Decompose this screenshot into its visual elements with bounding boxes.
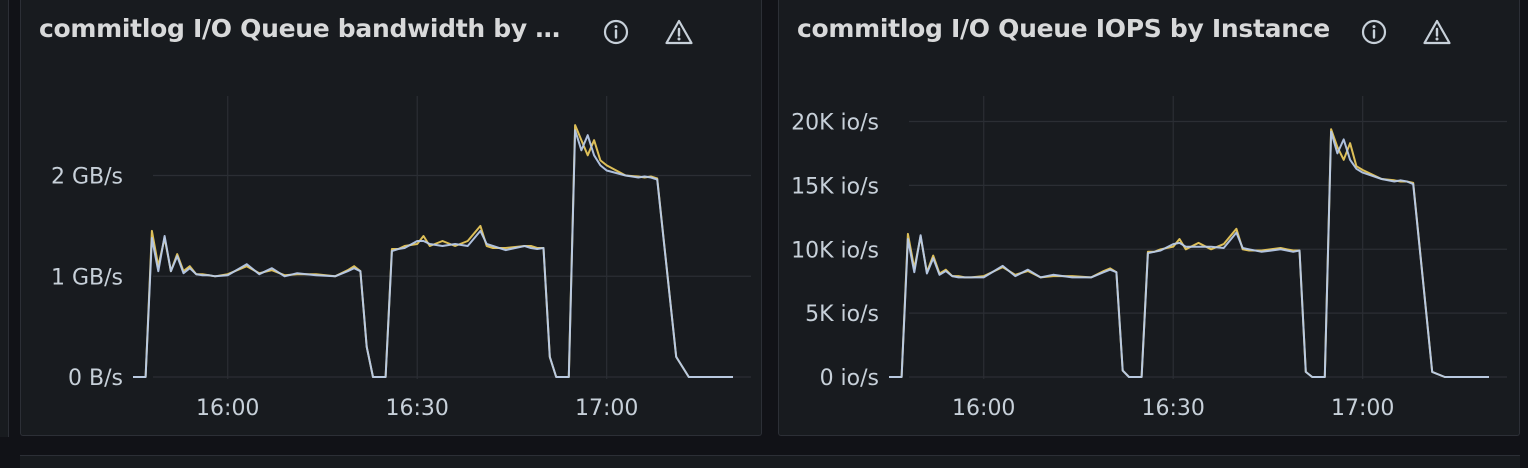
warning-triangle-icon[interactable] (1422, 17, 1452, 47)
y-tick-label: 5K io/s (805, 302, 879, 327)
y-tick-label: 10K io/s (791, 238, 879, 263)
y-tick-label: 0 io/s (820, 366, 879, 391)
y-tick-label: 1 GB/s (51, 265, 123, 290)
next-row-panel-edge (20, 455, 1520, 468)
info-circle-icon[interactable] (1359, 17, 1389, 47)
x-tick-label: 16:30 (1142, 396, 1205, 421)
info-circle-icon[interactable] (601, 17, 631, 47)
series-line-2 (889, 130, 1489, 378)
y-tick-label: 15K io/s (791, 174, 879, 199)
x-tick-label: 16:00 (196, 396, 259, 421)
warning-triangle-icon[interactable] (664, 17, 694, 47)
y-tick-label: 20K io/s (791, 111, 879, 136)
y-tick-label: 2 GB/s (51, 165, 123, 190)
series-line-1 (889, 128, 1489, 378)
grid (153, 96, 751, 379)
series-line-1 (133, 124, 733, 378)
grid (909, 96, 1507, 379)
x-tick-label: 16:00 (952, 396, 1015, 421)
adjacent-panel-edge (0, 0, 9, 437)
panel-iops[interactable]: commitlog I/O Queue IOPS by Instance 0 i… (778, 0, 1520, 436)
series-line-2 (133, 129, 733, 378)
x-tick-label: 16:30 (386, 396, 449, 421)
iops-chart[interactable]: 0 io/s 5K io/s 10K io/s 15K io/s 20K io/s 16:… (779, 0, 1521, 436)
x-tick-label: 17:00 (1331, 396, 1394, 421)
y-tick-label: 0 B/s (68, 366, 123, 391)
bandwidth-chart[interactable]: 0 B/s 1 GB/s 2 GB/s 16:00 16:30 17:00 (21, 0, 763, 436)
panel-bandwidth[interactable]: commitlog I/O Queue bandwidth by I... 0 … (20, 0, 762, 436)
x-tick-label: 17:00 (575, 396, 638, 421)
